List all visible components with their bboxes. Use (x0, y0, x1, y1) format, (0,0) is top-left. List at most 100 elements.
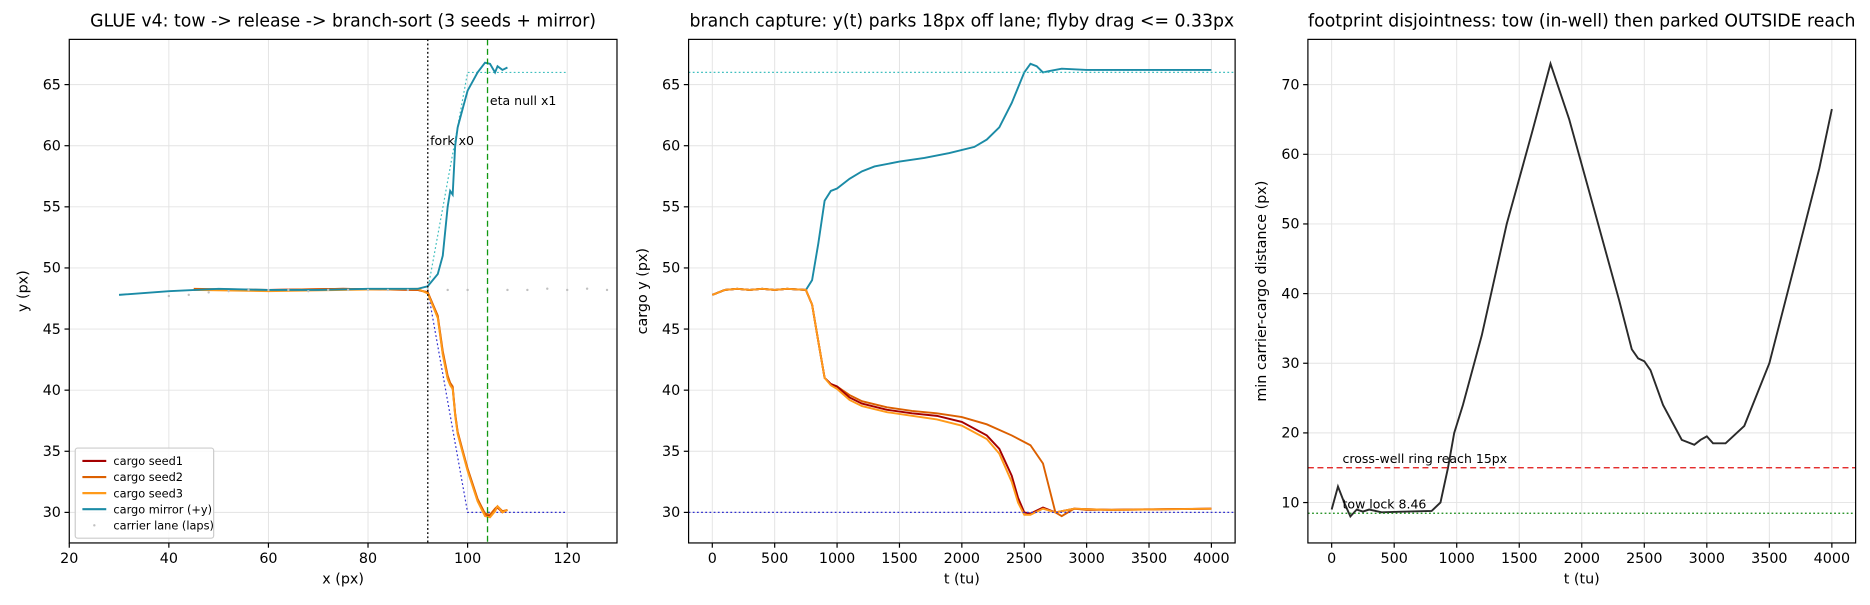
x-axis-label: t (tu) (944, 572, 980, 588)
x-tick-label: 3000 (1689, 551, 1725, 567)
x-tick-label: 20 (60, 551, 78, 567)
guide-line (427, 289, 568, 513)
panel-title: footprint disjointness: tow (in-well) th… (1308, 11, 1855, 31)
series-line (193, 287, 508, 519)
x-tick-label: 60 (259, 551, 277, 567)
scatter-point (346, 288, 350, 292)
y-axis-label: cargo y (px) (635, 248, 651, 334)
x-tick-label: 1500 (1501, 551, 1537, 567)
legend-box (74, 447, 215, 539)
legend-label: cargo seed1 (113, 454, 183, 468)
scatter-point (167, 294, 171, 298)
y-tick-label: 70 (1281, 77, 1299, 93)
x-tick-label: 3000 (1068, 551, 1104, 567)
y-tick-label: 50 (43, 261, 61, 277)
y-tick-label: 20 (1281, 426, 1299, 442)
series-line (193, 287, 508, 516)
x-tick-label: 2500 (1006, 551, 1042, 567)
scatter-point (326, 288, 330, 292)
y-tick-label: 40 (43, 383, 61, 399)
y-tick-label: 10 (1281, 495, 1299, 511)
x-tick-label: 40 (160, 551, 178, 567)
x-tick-label: 1500 (881, 551, 917, 567)
x-tick-label: 4000 (1193, 551, 1229, 567)
y-axis-label: y (px) (16, 270, 32, 312)
scatter-point (506, 288, 509, 292)
scatter-point (386, 288, 390, 292)
axes-frame (687, 38, 1236, 544)
legend-label: cargo seed2 (113, 470, 183, 484)
axes-frame (1307, 38, 1857, 544)
x-tick-label: 2500 (1626, 551, 1662, 567)
y-tick-label: 30 (662, 505, 680, 521)
legend-label: carrier lane (laps) (113, 519, 214, 533)
scatter-point (406, 288, 410, 292)
scatter-point (247, 288, 250, 292)
y-tick-label: 45 (662, 322, 680, 338)
y-tick-label: 30 (1281, 356, 1299, 372)
x-tick-label: 80 (359, 551, 377, 567)
y-tick-label: 35 (43, 444, 61, 460)
series-line (193, 287, 508, 518)
x-tick-label: 0 (708, 551, 717, 567)
y-tick-label: 60 (43, 138, 61, 154)
scatter-point (605, 288, 609, 292)
scatter-point (585, 287, 589, 290)
panel: GLUE v4: tow -> release -> branch-sort (… (16, 11, 618, 588)
x-tick-label: 500 (761, 551, 788, 567)
y-tick-label: 35 (662, 444, 680, 460)
x-tick-label: 4000 (1814, 551, 1850, 567)
y-tick-label: 65 (43, 77, 61, 93)
annotation: tow lock 8.46 (1343, 497, 1427, 512)
x-tick-label: 3500 (1131, 551, 1167, 567)
scatter-point (227, 289, 230, 293)
scatter-point (307, 289, 310, 293)
panel-title: branch capture: y(t) parks 18px off lane… (690, 11, 1235, 31)
y-tick-label: 65 (662, 77, 680, 93)
plot-area (118, 61, 609, 519)
annotation: eta null x1 (490, 93, 556, 108)
y-tick-label: 45 (43, 322, 61, 338)
x-tick-label: 3500 (1751, 551, 1787, 567)
annotation: cross-well ring reach 15px (1343, 451, 1508, 466)
axes-frame (68, 38, 618, 544)
scatter-point (366, 288, 370, 292)
panel-title: GLUE v4: tow -> release -> branch-sort (… (90, 11, 596, 31)
x-axis-label: t (tu) (1564, 572, 1600, 588)
scatter-point (446, 288, 449, 292)
x-tick-label: 500 (1381, 551, 1408, 567)
x-tick-label: 120 (554, 551, 581, 567)
legend-label: cargo seed3 (113, 486, 183, 500)
x-tick-label: 1000 (1439, 551, 1475, 567)
y-tick-label: 30 (43, 505, 61, 521)
scatter-point (546, 287, 549, 290)
legend-swatch (93, 524, 96, 527)
y-tick-label: 60 (662, 138, 680, 154)
y-tick-label: 50 (1281, 217, 1299, 233)
x-tick-label: 2000 (944, 551, 980, 567)
x-tick-label: 1000 (819, 551, 855, 567)
annotation: fork x0 (430, 133, 474, 148)
plot-area (1330, 60, 1833, 519)
x-tick-label: 2000 (1564, 551, 1600, 567)
y-axis-label: min carrier-cargo distance (px) (1254, 181, 1270, 402)
scatter-point (526, 288, 529, 292)
series-line (118, 61, 508, 296)
series-line (1330, 60, 1833, 519)
y-tick-label: 55 (43, 200, 61, 216)
y-tick-label: 50 (662, 261, 680, 277)
scatter-point (267, 288, 270, 292)
scatter-point (207, 291, 210, 294)
y-tick-label: 55 (662, 200, 680, 216)
scatter-point (466, 288, 469, 292)
x-tick-label: 100 (454, 551, 481, 567)
y-tick-label: 40 (1281, 286, 1299, 302)
scatter-point (187, 293, 190, 297)
y-tick-label: 60 (1281, 147, 1299, 163)
series-line (711, 287, 1212, 516)
scatter-point (566, 288, 569, 292)
x-axis-label: x (px) (322, 572, 364, 588)
panel: footprint disjointness: tow (in-well) th… (1254, 11, 1857, 588)
panel: branch capture: y(t) parks 18px off lane… (635, 11, 1236, 588)
